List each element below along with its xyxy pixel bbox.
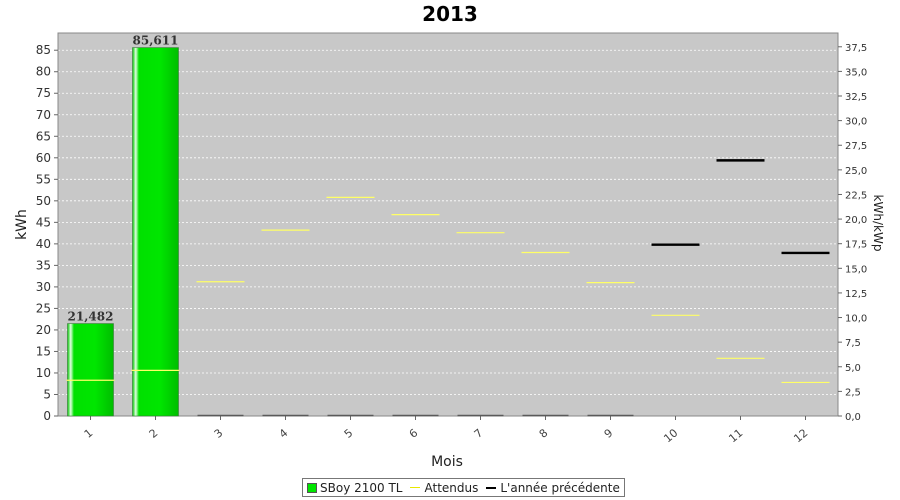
x-tick-label: 7 [472,426,486,440]
right-tick-label: 25,0 [845,166,867,177]
left-tick-label: 30 [36,280,51,294]
left-tick-label: 40 [36,237,51,251]
right-tick-label: 17,5 [845,240,867,251]
right-tick-label: 32,5 [845,92,867,103]
left-tick-label: 80 [36,65,51,79]
bar-data-label: 85,611 [133,34,179,48]
right-tick-label: 0,0 [845,412,861,423]
legend-label-production: SBoy 2100 TL [320,480,403,495]
x-tick-label: 4 [277,426,291,440]
left-tick-label: 35 [36,258,51,272]
grid-lines [58,49,838,395]
left-axis: 0 5 10 15 20 25 30 35 40 45 50 55 60 65 70 75 80 85 [36,33,59,423]
legend-label-expected: Attendus [424,480,479,495]
legend-label-previous-year: L'année précédente [500,480,620,495]
legend-swatch-expected [410,487,421,488]
chart-title: 2013 [422,2,478,26]
legend-item-production: SBoy 2100 TL [307,481,402,495]
right-axis: 0,0 2,5 5,0 7,5 10,0 12,5 15,0 17,5 20,0 22,5 25,0… [837,33,867,423]
left-tick-label: 5 [43,387,51,401]
legend-swatch-previous-year [486,486,497,489]
right-tick-label: 12,5 [845,289,867,300]
x-tick-label: 12 [791,426,810,445]
y-axis-label: kWh [14,209,30,240]
bars [67,47,634,417]
bar [132,47,179,417]
left-tick-label: 60 [36,151,51,165]
x-tick-label: 5 [342,426,356,440]
right-tick-label: 15,0 [845,264,867,275]
right-tick-label: 30,0 [845,117,867,128]
right-tick-label: 37,5 [845,43,867,54]
left-tick-label: 70 [36,108,51,122]
left-tick-label: 0 [43,409,51,423]
right-tick-label: 35,0 [845,67,867,78]
data-labels: 21,482 85,611 [68,34,179,324]
x-tick-label: 3 [212,426,226,440]
right-tick-label: 7,5 [845,338,861,349]
y-axis-right-label: kWh/kWp [871,195,885,252]
x-axis-label: Mois [431,454,463,470]
x-axis: 1 2 3 4 5 6 7 8 9 10 11 12 [58,415,838,445]
bar-data-label: 21,482 [68,310,114,324]
right-tick-label: 10,0 [845,314,867,325]
left-tick-label: 15 [36,344,51,358]
right-tick-label: 22,5 [845,190,867,201]
left-tick-label: 25 [36,301,51,315]
left-tick-label: 75 [36,86,51,100]
x-tick-label: 2 [147,426,161,440]
x-tick-label: 1 [82,426,96,440]
right-tick-label: 27,5 [845,141,867,152]
x-tick-label: 9 [602,426,616,440]
right-tick-label: 5,0 [845,363,861,374]
left-tick-label: 85 [36,43,51,57]
x-tick-label: 8 [537,426,551,440]
left-tick-label: 20 [36,323,51,337]
x-tick-label: 11 [726,426,745,445]
legend-swatch-production [307,482,317,493]
legend-item-previous-year: L'année précédente [486,480,620,495]
legend-item-expected: Attendus [410,481,478,495]
left-tick-label: 65 [36,129,51,143]
right-tick-label: 2,5 [845,387,861,398]
left-tick-label: 10 [36,366,51,380]
x-tick-label: 6 [407,426,421,440]
legend: SBoy 2100 TL Attendus L'année précédente [302,478,625,497]
right-tick-label: 20,0 [845,215,867,226]
left-tick-label: 50 [36,194,51,208]
left-tick-label: 45 [36,215,51,229]
x-tick-label: 10 [661,426,680,445]
bar [67,323,114,417]
level-markers [66,159,830,384]
plot-area [57,32,839,417]
left-tick-label: 55 [36,172,51,186]
